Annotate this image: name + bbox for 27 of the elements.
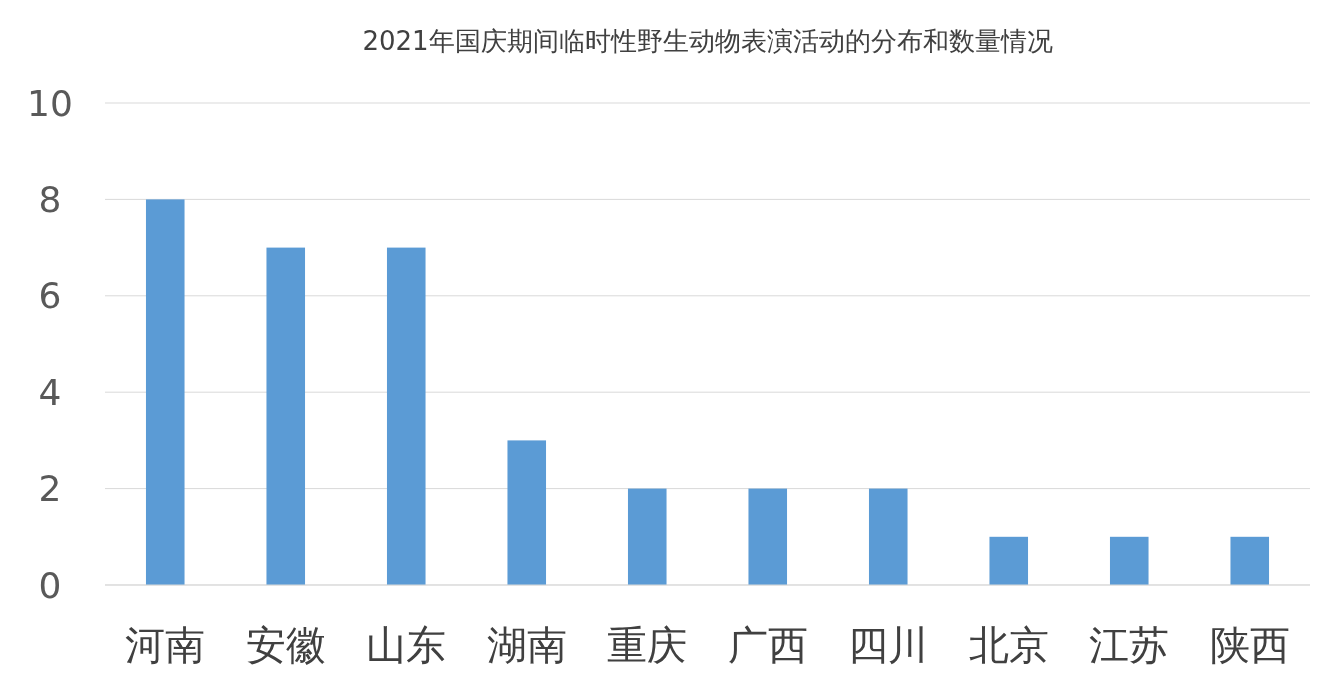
- bar: [266, 247, 306, 585]
- y-tick-label: 4: [38, 371, 62, 413]
- x-tick-label: 陕西: [1209, 622, 1290, 668]
- y-tick-label: 8: [38, 178, 62, 220]
- x-tick-label: 湖南: [486, 622, 567, 668]
- bar: [145, 199, 185, 585]
- x-tick-label: 安徽: [245, 622, 326, 668]
- bar: [386, 247, 426, 585]
- bar: [1109, 536, 1149, 585]
- x-tick-label: 北京: [968, 622, 1049, 668]
- y-tick-label: 10: [27, 82, 73, 124]
- y-tick-label: 0: [38, 564, 62, 606]
- y-tick-label: 2: [38, 468, 62, 510]
- bar: [1230, 536, 1270, 585]
- x-tick-label: 江苏: [1089, 622, 1170, 668]
- x-tick-label: 广西: [727, 622, 808, 668]
- bar: [507, 440, 547, 585]
- bar: [627, 488, 667, 585]
- y-tick-label: 6: [38, 275, 62, 317]
- x-tick-label: 重庆: [607, 622, 688, 668]
- x-tick-label: 山东: [366, 622, 447, 668]
- chart-title: 2021年国庆期间临时性野生动物表演活动的分布和数量情况: [362, 26, 1053, 56]
- bar: [748, 488, 788, 585]
- x-tick-label: 四川: [848, 622, 929, 668]
- bar: [989, 536, 1029, 585]
- x-tick-label: 河南: [125, 622, 206, 668]
- bar: [868, 488, 908, 585]
